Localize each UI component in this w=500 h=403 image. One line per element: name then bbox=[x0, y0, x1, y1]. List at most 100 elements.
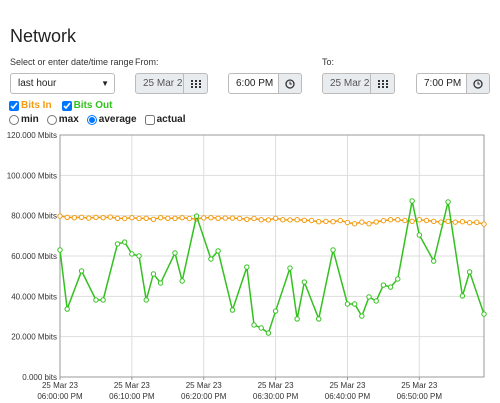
data-point bbox=[344, 219, 351, 226]
x-tick-label: 06:20:00 PM bbox=[181, 392, 227, 401]
stat-options: min max average actual bbox=[9, 114, 186, 125]
to-calendar-button[interactable] bbox=[370, 73, 395, 94]
data-point bbox=[57, 213, 63, 219]
data-point bbox=[272, 308, 279, 314]
data-point bbox=[265, 330, 272, 336]
stat-option[interactable]: min bbox=[9, 114, 39, 125]
data-point bbox=[229, 215, 236, 221]
x-tick-label: 25 Mar 23 bbox=[186, 381, 223, 390]
data-point bbox=[452, 219, 458, 225]
x-tick-label: 25 Mar 23 bbox=[258, 381, 295, 390]
data-point bbox=[351, 301, 358, 307]
data-point bbox=[258, 325, 264, 331]
data-point bbox=[272, 215, 279, 221]
x-tick-label: 25 Mar 23 bbox=[42, 381, 79, 390]
stat-radio[interactable] bbox=[86, 114, 97, 125]
data-point bbox=[351, 221, 358, 227]
y-tick-label: 40.000 Mbits bbox=[11, 292, 57, 301]
chart: 0.000 bits 20.000 Mbits 40.000 Mbits 60.000… bbox=[7, 131, 487, 401]
x-tick-label: 25 Mar 23 bbox=[401, 381, 438, 390]
data-point bbox=[373, 219, 379, 225]
data-point bbox=[366, 294, 372, 300]
x-tick-label: 06:30:00 PM bbox=[253, 392, 299, 401]
x-tick-label: 06:10:00 PM bbox=[109, 392, 155, 401]
page-title: Network bbox=[10, 26, 77, 46]
data-point bbox=[265, 217, 272, 223]
data-point bbox=[93, 214, 99, 220]
data-point bbox=[395, 217, 401, 223]
data-point bbox=[251, 215, 257, 222]
data-point bbox=[215, 248, 221, 254]
from-date[interactable]: 25 Mar 2 bbox=[135, 73, 184, 94]
data-point bbox=[301, 279, 308, 285]
data-point bbox=[193, 213, 200, 219]
data-point bbox=[445, 218, 451, 225]
data-point bbox=[71, 214, 78, 221]
y-tick-label: 60.000 Mbits bbox=[11, 252, 57, 261]
to-date[interactable]: 25 Mar 2 bbox=[322, 73, 371, 94]
data-point bbox=[136, 215, 142, 222]
data-point bbox=[316, 316, 322, 322]
stat-label: max bbox=[58, 114, 79, 125]
data-point bbox=[208, 256, 214, 262]
series-checkbox[interactable] bbox=[9, 100, 19, 111]
data-point bbox=[466, 220, 473, 226]
stat-option[interactable]: average bbox=[86, 114, 137, 125]
data-point bbox=[150, 271, 157, 277]
preset-select[interactable]: last hour ▼ bbox=[10, 73, 115, 94]
data-point bbox=[143, 215, 149, 221]
range-label: Select or enter date/time range bbox=[10, 57, 134, 67]
preset-value: last hour bbox=[18, 78, 57, 89]
data-point bbox=[330, 247, 336, 253]
data-point bbox=[301, 217, 308, 224]
series-checkbox[interactable] bbox=[61, 100, 72, 111]
data-point bbox=[165, 215, 171, 221]
data-point bbox=[157, 280, 164, 286]
x-tick-label: 06:00:00 PM bbox=[37, 392, 83, 401]
series-toggle[interactable]: Bits In bbox=[9, 100, 52, 111]
data-point bbox=[294, 316, 300, 322]
data-point bbox=[402, 217, 408, 224]
data-point bbox=[100, 297, 106, 303]
y-tick-label: 80.000 Mbits bbox=[11, 212, 57, 221]
series-toggles: Bits In Bits Out bbox=[9, 100, 112, 111]
from-calendar-button[interactable] bbox=[183, 73, 208, 94]
data-point bbox=[395, 276, 401, 282]
series-toggle[interactable]: Bits Out bbox=[61, 100, 112, 111]
data-point bbox=[93, 297, 99, 303]
stat-option[interactable]: max bbox=[46, 114, 79, 125]
data-point bbox=[244, 264, 250, 270]
from-clock-button[interactable] bbox=[278, 73, 302, 94]
data-point bbox=[208, 214, 214, 221]
data-point bbox=[409, 218, 415, 225]
data-point bbox=[114, 241, 121, 247]
data-point bbox=[366, 221, 372, 227]
data-point bbox=[359, 219, 365, 225]
data-point bbox=[459, 219, 466, 225]
from-time[interactable]: 6:00 PM bbox=[228, 73, 279, 94]
data-point bbox=[179, 214, 185, 221]
actual-checkbox[interactable] bbox=[144, 114, 155, 125]
data-point bbox=[244, 216, 250, 222]
data-point bbox=[430, 258, 437, 264]
data-point bbox=[57, 247, 63, 253]
actual-option[interactable]: actual bbox=[144, 114, 186, 125]
data-point bbox=[201, 215, 207, 221]
x-tick-label: 06:40:00 PM bbox=[325, 392, 371, 401]
data-point bbox=[172, 215, 178, 221]
to-time[interactable]: 7:00 PM bbox=[416, 73, 467, 94]
to-clock-button[interactable] bbox=[466, 73, 490, 94]
data-point bbox=[416, 217, 423, 223]
data-point bbox=[172, 250, 178, 256]
data-point bbox=[86, 215, 92, 221]
data-point bbox=[481, 221, 487, 227]
data-point bbox=[474, 219, 480, 226]
data-point bbox=[287, 217, 293, 223]
data-point bbox=[114, 215, 121, 221]
stat-radio[interactable] bbox=[46, 114, 57, 125]
data-point bbox=[287, 265, 293, 271]
stat-radio[interactable] bbox=[9, 114, 19, 125]
data-point bbox=[215, 215, 221, 221]
x-tick-label: 25 Mar 23 bbox=[114, 381, 151, 390]
data-point bbox=[251, 322, 257, 328]
